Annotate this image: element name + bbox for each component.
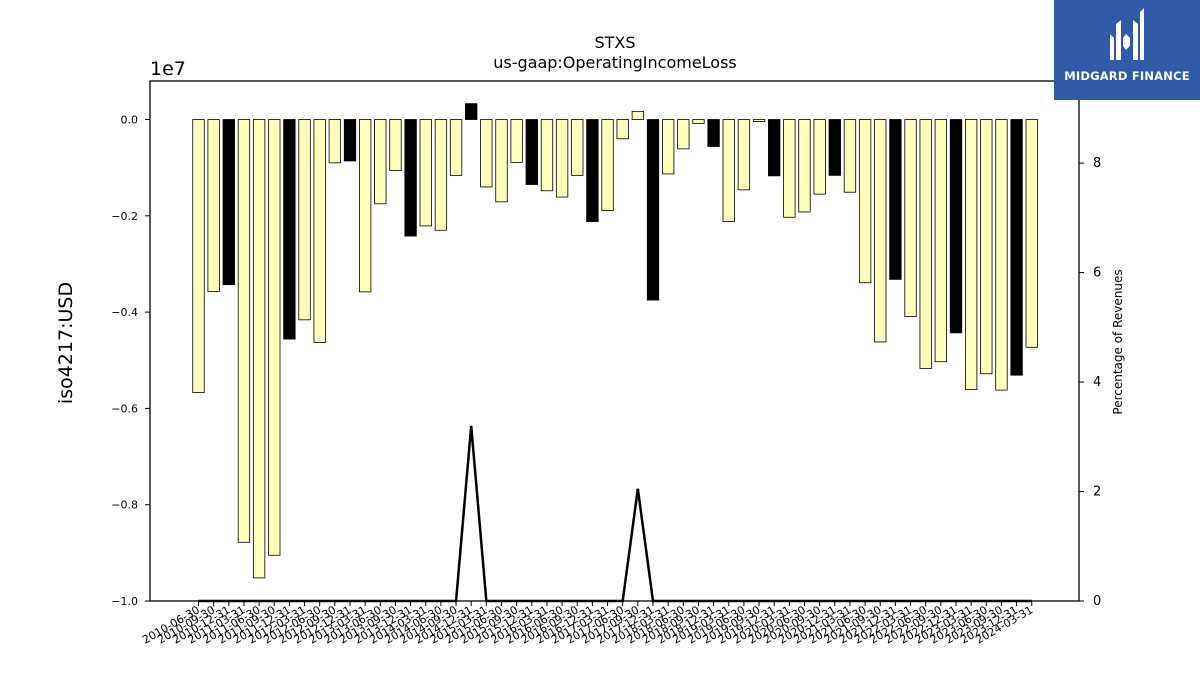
bar [419, 119, 432, 227]
bar [1010, 119, 1023, 376]
bar [374, 119, 387, 205]
bar [525, 119, 538, 185]
bar [480, 119, 493, 188]
y-tick-label: −0.2 [111, 210, 138, 223]
bar [404, 119, 417, 237]
percentage-line [198, 425, 1032, 603]
bar [965, 119, 978, 391]
bar [858, 119, 872, 284]
bar [358, 119, 372, 293]
bar [692, 119, 705, 124]
bar [389, 119, 402, 171]
y2-tick-label: 0 [1093, 594, 1101, 609]
bar [510, 119, 523, 163]
bar [995, 119, 1008, 391]
bar [631, 110, 644, 120]
bar [540, 119, 554, 192]
bar [268, 119, 281, 556]
y-offset-label: 1e7 [150, 58, 186, 80]
bar [722, 119, 735, 222]
bar [783, 119, 796, 218]
bar [798, 119, 811, 213]
bar [192, 119, 205, 393]
bar [222, 119, 235, 286]
y-tick-label: −0.4 [111, 306, 138, 319]
bar [237, 119, 251, 543]
bar [662, 119, 675, 175]
y2-axis-label: Percentage of Revenues [1111, 269, 1125, 414]
y-tick-label: −0.6 [111, 402, 138, 415]
bar [449, 119, 463, 176]
chart-subtitle: us-gaap:OperatingIncomeLoss [493, 53, 737, 72]
bar [343, 119, 357, 162]
bar [207, 119, 220, 292]
y2-tick-label: 4 [1093, 375, 1101, 390]
bar [737, 119, 751, 191]
bar [828, 119, 841, 176]
bar [252, 119, 266, 579]
y2-tick-label: 2 [1093, 485, 1101, 500]
midgard-finance-logo: MIDGARD FINANCE [1054, 0, 1200, 100]
plot-frame [149, 80, 1080, 602]
bar [889, 119, 902, 280]
bar [904, 119, 917, 317]
chart-title: STXS [594, 33, 635, 52]
y-tick-label: 0.0 [121, 114, 139, 127]
bar [586, 119, 599, 222]
bar [465, 103, 478, 120]
bar [980, 119, 993, 375]
bar [707, 119, 720, 147]
midgard-logo-icon [1110, 8, 1144, 60]
bar [813, 119, 826, 195]
bar [571, 119, 584, 176]
bar [328, 119, 342, 164]
bar [283, 119, 296, 340]
bar [919, 119, 932, 369]
bar [601, 119, 614, 211]
bar [313, 119, 326, 343]
bar [768, 119, 781, 177]
y2-tick-label: 8 [1093, 156, 1101, 171]
bar [677, 119, 690, 150]
y-tick-label: −0.8 [111, 499, 138, 512]
logo-text: MIDGARD FINANCE [1064, 69, 1190, 83]
bar [495, 119, 508, 203]
y-axis-label: iso4217:USD [55, 282, 77, 404]
bar [1025, 119, 1038, 348]
bar [616, 119, 629, 140]
bar [555, 119, 569, 198]
y2-tick-label: 6 [1093, 266, 1101, 281]
bar [843, 119, 857, 193]
bar [434, 119, 448, 231]
bar [874, 119, 887, 343]
bar [298, 119, 311, 321]
y-tick-label: −1.0 [111, 595, 138, 608]
bar [752, 119, 766, 122]
bar [949, 119, 963, 334]
bar [934, 119, 947, 363]
bar [646, 119, 660, 301]
